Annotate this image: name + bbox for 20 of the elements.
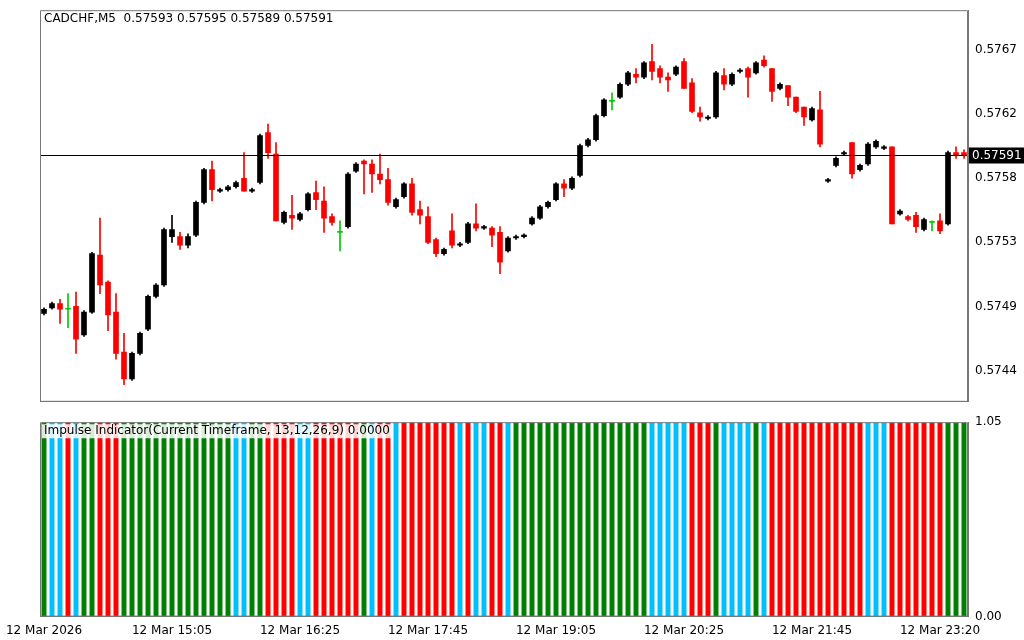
candlestick [889, 146, 895, 225]
x-tick-label: 12 Mar 15:05 [131, 622, 213, 637]
y-tick-label: 0.5749 [975, 298, 1017, 313]
y-tick-label: 0.5762 [975, 106, 1017, 121]
x-tick-label: 12 Mar 2026 [5, 622, 83, 637]
x-tick-label: 12 Mar 17:45 [387, 622, 469, 637]
y-tick-label: 0.00 [975, 608, 1002, 623]
x-tick-label: 12 Mar 20:25 [643, 622, 725, 637]
x-tick-label: 12 Mar 23:20 [899, 622, 981, 637]
annotation: Impulse Indicator(Current Timeframe, 13,12,26,9) 0.0000 [44, 423, 390, 438]
y-tick-label: 0.5753 [975, 234, 1017, 249]
y-tick-label: 1.05 [975, 414, 1002, 429]
ref-line-label: 0.57591 [972, 147, 1022, 162]
x-tick-label: 12 Mar 16:25 [259, 622, 341, 637]
x-tick-label: 12 Mar 21:45 [771, 622, 853, 637]
y-tick-label: 0.5758 [975, 170, 1017, 185]
y-tick-label: 0.5744 [975, 362, 1017, 377]
x-tick-label: 12 Mar 19:05 [515, 622, 597, 637]
chart-title: CADCHF,M5 0.57593 0.57595 0.57589 0.57591 [44, 11, 334, 26]
y-tick-label: 0.5767 [975, 42, 1017, 57]
